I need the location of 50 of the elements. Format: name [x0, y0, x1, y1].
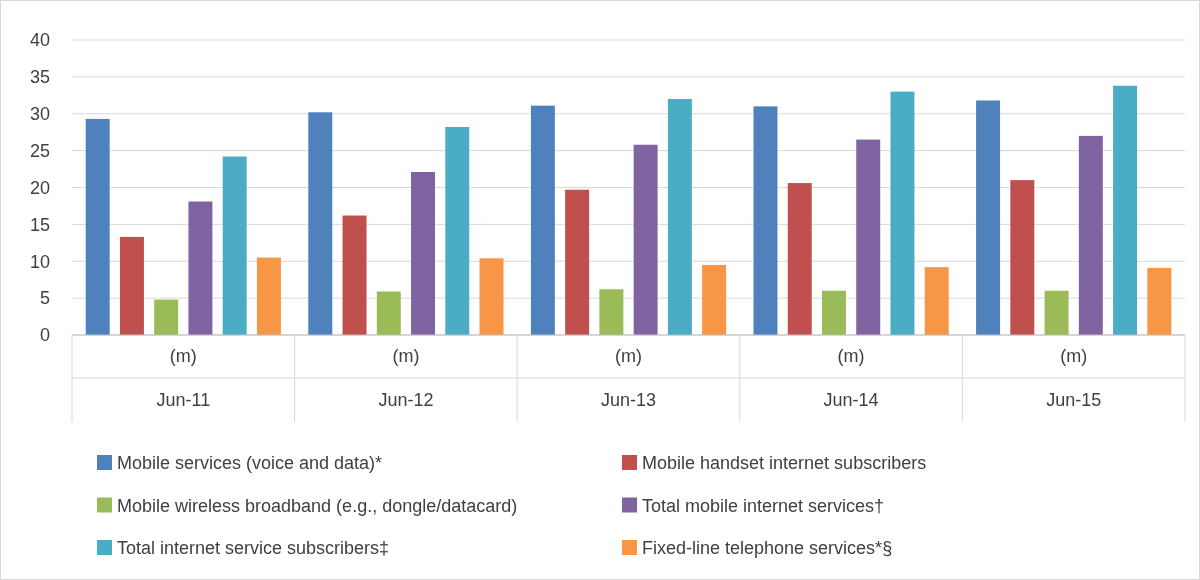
category-label: (m) Jun-12 — [378, 346, 434, 411]
bar — [890, 91, 915, 335]
y-tick-label: 10 — [29, 251, 50, 272]
bar — [753, 106, 778, 335]
bar — [856, 139, 881, 335]
bar — [188, 201, 213, 335]
y-tick-label: 30 — [29, 104, 50, 125]
bar — [445, 127, 470, 335]
legend-label: Mobile wireless broadband (e.g., dongle/datacard) — [117, 495, 518, 516]
bar — [1044, 290, 1069, 335]
bar — [479, 258, 504, 335]
legend-label: Fixed-line telephone services*§ — [642, 538, 893, 559]
category-label: (m) Jun-15 — [1046, 346, 1102, 411]
bar — [633, 144, 658, 335]
category-label: (m) Jun-13 — [600, 346, 657, 411]
y-tick-label: 20 — [29, 177, 50, 198]
category-label: (m) Jun-11 — [156, 346, 211, 411]
bar — [924, 267, 949, 335]
bar — [702, 264, 727, 335]
legend-label: Total internet service subscribers‡ — [117, 538, 390, 559]
y-tick-label: 15 — [29, 214, 50, 235]
y-tick-label: 5 — [39, 288, 50, 309]
bar — [787, 183, 812, 335]
bar — [376, 291, 401, 335]
y-tick-label: 25 — [29, 140, 50, 161]
bar — [222, 156, 247, 335]
bar — [599, 289, 624, 335]
y-tick-label: 40 — [29, 30, 50, 51]
bar — [411, 172, 436, 335]
bar — [530, 105, 555, 335]
bar — [565, 189, 590, 335]
bar — [1010, 180, 1035, 335]
bar — [667, 99, 692, 335]
legend-label: Total mobile internet services† — [642, 495, 885, 516]
bar — [119, 236, 144, 335]
category-label: (m) Jun-14 — [823, 346, 879, 411]
bar — [342, 215, 367, 335]
bar — [976, 100, 1001, 335]
y-tick-label: 35 — [29, 67, 50, 88]
legend-label: Mobile handset internet subscribers — [642, 453, 927, 474]
bar — [1113, 85, 1138, 335]
legend-label: Mobile services (voice and data)* — [117, 453, 383, 474]
bar — [85, 118, 110, 335]
bar — [1147, 267, 1172, 335]
bar — [256, 257, 281, 335]
bar — [821, 290, 846, 335]
bar — [154, 299, 179, 335]
bar — [1078, 135, 1103, 335]
bar — [308, 112, 333, 335]
y-tick-label: 0 — [39, 325, 50, 346]
